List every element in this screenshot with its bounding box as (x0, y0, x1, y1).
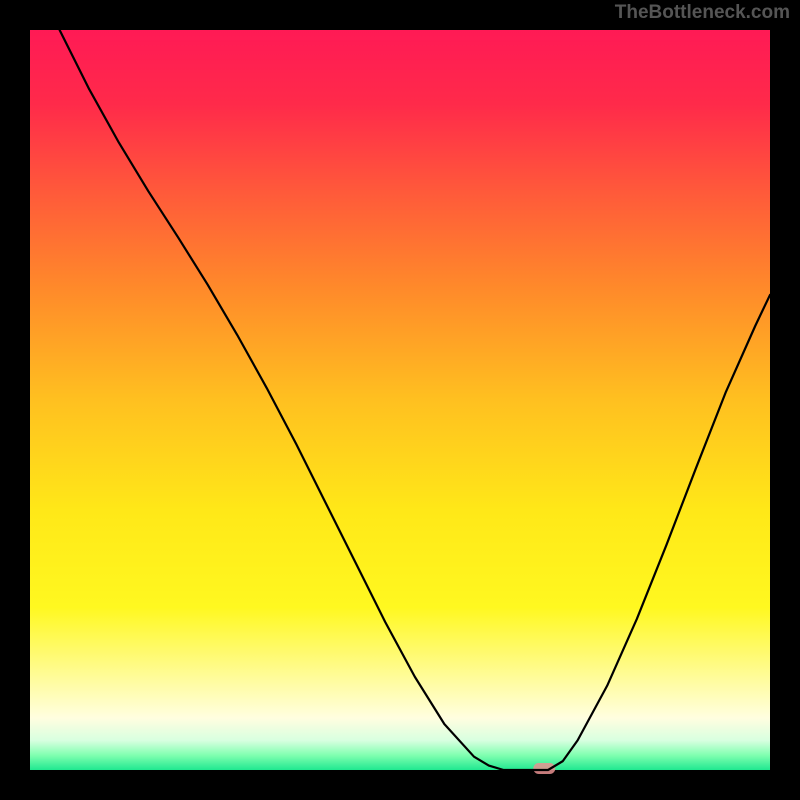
watermark-label: TheBottleneck.com (615, 2, 790, 24)
bottleneck-chart: TheBottleneck.com (0, 0, 800, 800)
gradient-background (30, 30, 770, 770)
chart-svg (0, 0, 800, 800)
